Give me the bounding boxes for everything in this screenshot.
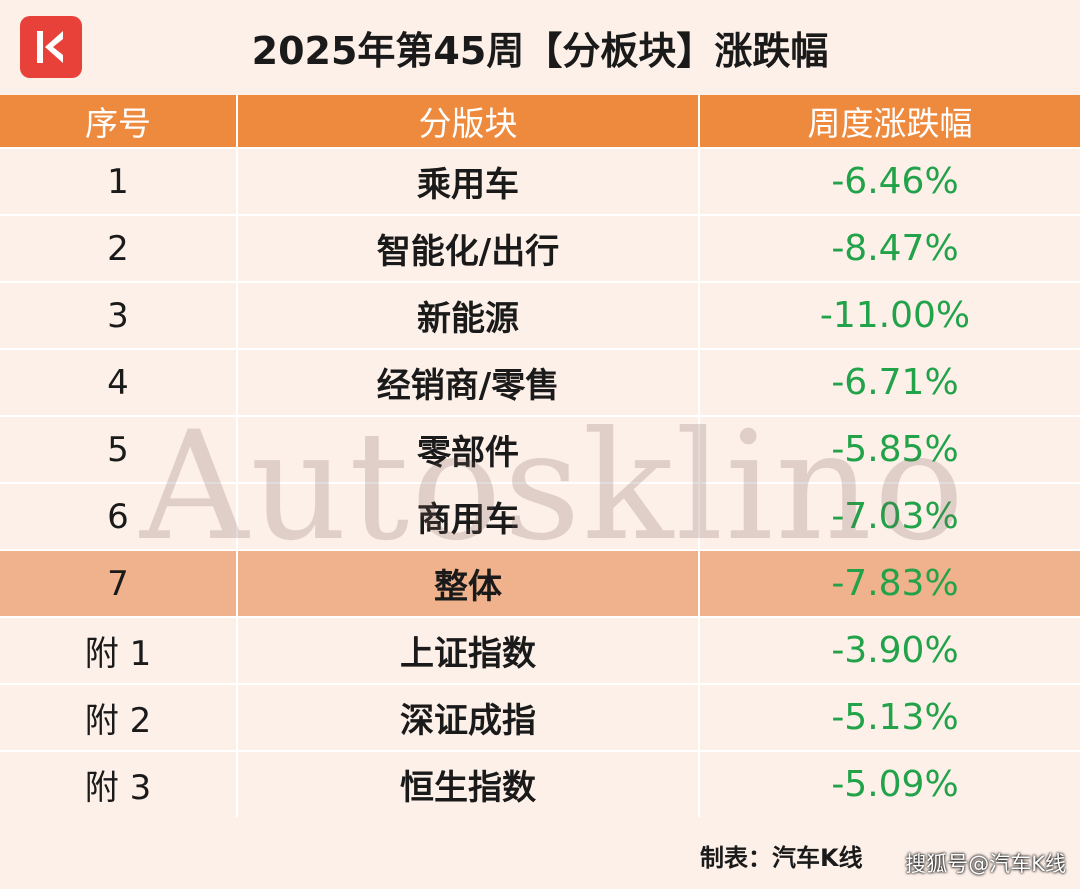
table-row: 2 智能化/出行 -8.47%: [0, 214, 1080, 281]
row-sector: 整体: [238, 551, 700, 616]
k-line-logo: [20, 16, 82, 78]
row-index: 7: [0, 551, 238, 616]
table-credit: 制表：汽车K线: [700, 844, 863, 872]
row-change: -6.71%: [831, 362, 959, 403]
table-row: 4 经销商/零售 -6.71%: [0, 348, 1080, 415]
table-row: 5 零部件 -5.85%: [0, 415, 1080, 482]
row-sector: 智能化/出行: [238, 216, 700, 281]
table-row: 附 2 深证成指 -5.13%: [0, 683, 1080, 750]
row-change: -7.83%: [831, 563, 959, 604]
row-change: -11.00%: [819, 295, 971, 336]
row-sector: 零部件: [238, 417, 700, 482]
row-sector: 经销商/零售: [238, 350, 700, 415]
row-index: 1: [0, 149, 238, 214]
table-row: 1 乘用车 -6.46%: [0, 147, 1080, 214]
row-index: 附 1: [0, 618, 238, 683]
row-sector: 新能源: [238, 283, 700, 348]
row-change: -6.46%: [831, 161, 959, 202]
row-index: 附 3: [0, 752, 238, 817]
row-index: 5: [0, 417, 238, 482]
header: 2025年第45周【分板块】涨跌幅: [0, 0, 1080, 94]
page-title: 2025年第45周【分板块】涨跌幅: [251, 28, 829, 73]
row-sector: 深证成指: [238, 685, 700, 750]
row-index: 4: [0, 350, 238, 415]
k-logo-icon: [37, 31, 63, 63]
row-index: 3: [0, 283, 238, 348]
row-index: 附 2: [0, 685, 238, 750]
source-watermark: 搜狐号@汽车K线: [905, 852, 1066, 876]
table-row: 附 3 恒生指数 -5.09%: [0, 750, 1080, 817]
table-row: 附 1 上证指数 -3.90%: [0, 616, 1080, 683]
table-header-row: 序号 分版块 周度涨跌幅: [0, 95, 1080, 147]
row-change: -5.09%: [831, 764, 959, 805]
row-change: -7.03%: [831, 496, 959, 537]
row-change: -8.47%: [831, 228, 959, 269]
row-sector: 商用车: [238, 484, 700, 549]
header-index: 序号: [0, 95, 238, 147]
row-sector: 乘用车: [238, 149, 700, 214]
row-sector: 恒生指数: [238, 752, 700, 817]
row-index: 2: [0, 216, 238, 281]
row-sector: 上证指数: [238, 618, 700, 683]
table-row-total: 7 整体 -7.83%: [0, 549, 1080, 616]
row-change: -5.13%: [831, 697, 959, 738]
table-row: 3 新能源 -11.00%: [0, 281, 1080, 348]
row-change: -5.85%: [831, 429, 959, 470]
header-sector: 分版块: [238, 95, 700, 147]
row-index: 6: [0, 484, 238, 549]
table-row: 6 商用车 -7.03%: [0, 482, 1080, 549]
sector-change-table: 序号 分版块 周度涨跌幅 1 乘用车 -6.46% 2 智能化/出行 -8.47…: [0, 95, 1080, 817]
row-change: -3.90%: [831, 630, 959, 671]
header-weekly-change: 周度涨跌幅: [807, 104, 973, 143]
